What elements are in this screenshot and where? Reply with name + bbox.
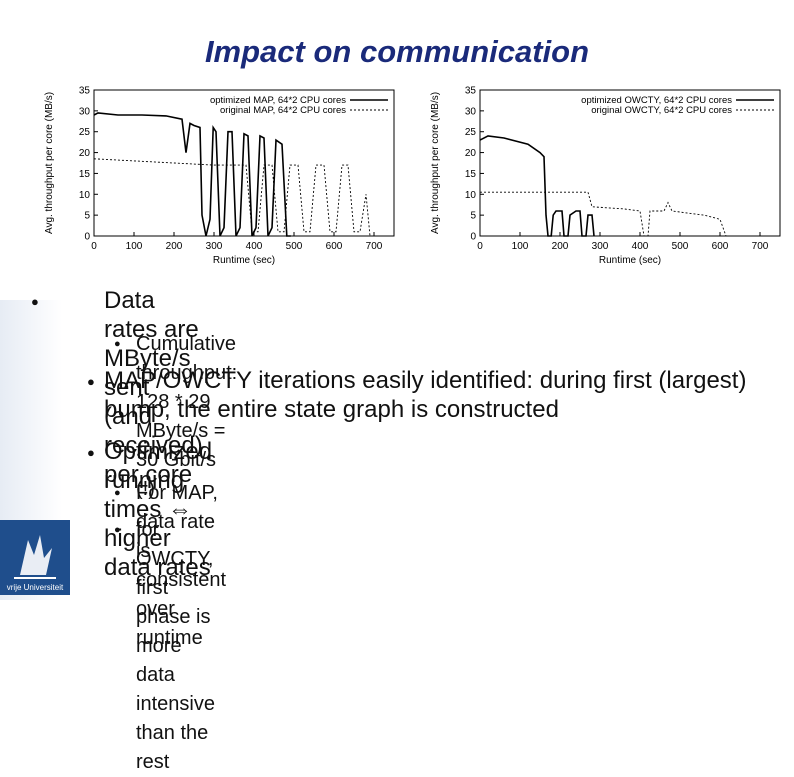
x-tick-label: 100	[126, 241, 143, 252]
y-tick-label: 10	[79, 190, 91, 201]
list-item: ● Data rates are MByte/s sent (and recei…	[31, 286, 203, 489]
y-axis-label: Avg. throughput per core (MB/s)	[44, 92, 55, 234]
y-tick-label: 25	[465, 127, 477, 138]
y-tick-label: 30	[79, 106, 91, 117]
bullet-dot: ●	[114, 524, 121, 536]
owcty-throughput-chart: 0 5 10 15 20 25 30 35 0 100 200 300 400 500 600 700 Runt…	[426, 82, 786, 267]
x-tick-label: 200	[552, 241, 569, 252]
series-line-0	[93, 112, 291, 237]
legend-label: optimized MAP, 64*2 CPU cores	[210, 95, 346, 106]
bullet-text: Optimized running times ⇔ higher data ra…	[104, 438, 213, 581]
x-tick-label: 200	[166, 241, 183, 252]
plot-frame	[479, 89, 781, 237]
y-tick-label: 15	[79, 169, 91, 180]
x-tick-label: 700	[752, 241, 769, 252]
y-tick-label: 20	[79, 148, 91, 159]
x-axis-label: Runtime (sec)	[599, 255, 661, 266]
list-item: ● for OWCTY, first phase is more data in…	[114, 516, 215, 777]
map-throughput-chart: 0 5 10 15 20 25 30 35 0 100 200 300 400 500 600 700 Runt…	[40, 82, 400, 267]
x-tick-label: 500	[286, 241, 303, 252]
bullet-text: MAP/OWCTY iterations easily identified: …	[104, 367, 747, 423]
y-tick-label: 25	[79, 127, 91, 138]
x-tick-label: 300	[206, 241, 223, 252]
x-tick-label: 300	[592, 241, 609, 252]
plot-frame	[93, 89, 395, 237]
slide-title: Impact on communication	[204, 34, 590, 69]
bullet-dot: ●	[114, 487, 121, 499]
legend-label: optimized OWCTY, 64*2 CPU cores	[581, 95, 732, 106]
x-axis-label: Runtime (sec)	[213, 255, 275, 266]
logo-text: vrije Universiteit	[7, 583, 64, 592]
x-tick-label: 700	[366, 241, 383, 252]
y-tick-label: 0	[470, 232, 476, 243]
x-tick-label: 500	[672, 241, 689, 252]
university-logo: vrije Universiteit	[0, 520, 70, 595]
bullet-dot: ●	[31, 294, 39, 309]
y-tick-label: 15	[465, 169, 477, 180]
y-axis-label: Avg. throughput per core (MB/s)	[430, 92, 441, 234]
bullet-dot: ●	[87, 445, 95, 460]
bullet-dot: ●	[114, 338, 121, 350]
list-item: ● Optimized running times ⇔ higher data …	[87, 437, 213, 582]
list-item: ● MAP/OWCTY iterations easily identified…	[87, 366, 754, 424]
x-tick-label: 400	[632, 241, 649, 252]
list-item: ● Cumulative throughput: 128 * 29 MByte/…	[114, 330, 238, 504]
x-tick-label: 0	[477, 241, 483, 252]
bullet-text: Data rates are MByte/s sent (and receive…	[104, 287, 203, 488]
bullet-dot: ●	[87, 374, 95, 389]
y-tick-label: 35	[79, 86, 91, 97]
legend-label: original OWCTY, 64*2 CPU cores	[591, 105, 732, 116]
griffin-logo-icon: vrije Universiteit	[0, 520, 70, 595]
y-tick-label: 0	[84, 232, 90, 243]
y-tick-label: 5	[84, 211, 90, 222]
x-tick-label: 100	[512, 241, 529, 252]
x-tick-label: 400	[246, 241, 263, 252]
x-tick-label: 600	[326, 241, 343, 252]
y-tick-label: 20	[465, 148, 477, 159]
y-tick-label: 35	[465, 86, 477, 97]
y-tick-label: 10	[465, 190, 477, 201]
series-line-1	[480, 191, 727, 237]
x-tick-label: 600	[712, 241, 729, 252]
y-tick-label: 30	[465, 106, 477, 117]
y-tick-label: 5	[470, 211, 476, 222]
bullet-text: Cumulative throughput: 128 * 29 MByte/s …	[136, 333, 238, 500]
x-tick-label: 0	[91, 241, 97, 252]
bullet-text: for OWCTY, first phase is more data inte…	[136, 519, 215, 773]
chart-svg: 0 5 10 15 20 25 30 35 0 100 200 300 400 500 600 700 Runt…	[430, 86, 781, 266]
legend-label: original MAP, 64*2 CPU cores	[220, 105, 346, 116]
series-line-1	[93, 158, 371, 237]
series-line-0	[479, 135, 595, 237]
chart-svg: 0 5 10 15 20 25 30 35 0 100 200 300 400 500 600 700 Runt…	[44, 86, 395, 266]
